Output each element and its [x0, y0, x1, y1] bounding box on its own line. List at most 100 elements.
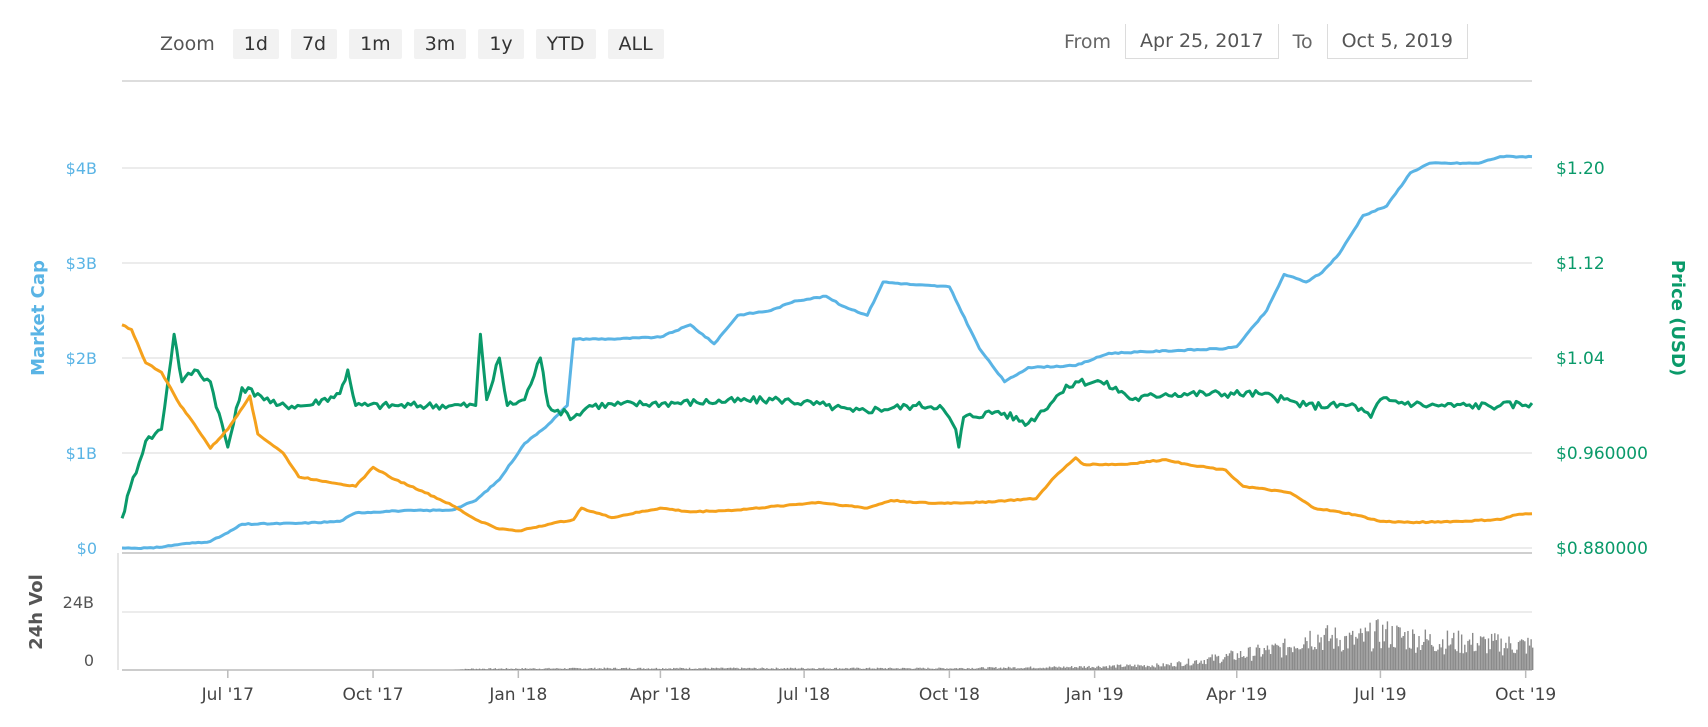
- volume-bar: [1142, 666, 1144, 670]
- volume-bar: [842, 668, 844, 670]
- volume-bar: [1462, 653, 1464, 670]
- volume-bar: [1468, 639, 1471, 670]
- volume-bar: [1252, 655, 1254, 670]
- volume-bar: [540, 669, 542, 670]
- volume-bar: [685, 668, 688, 670]
- volume-bar: [1470, 644, 1472, 670]
- left-tick-label: $4B: [66, 159, 97, 178]
- volume-bar: [459, 669, 462, 670]
- volume-bar: [797, 668, 800, 670]
- volume-bar: [493, 668, 495, 670]
- volume-bar: [837, 669, 839, 670]
- zoom-7d-button[interactable]: 7d: [290, 29, 338, 59]
- volume-bar: [1356, 638, 1359, 670]
- volume-bar: [1175, 666, 1177, 670]
- volume-bar: [1391, 626, 1393, 670]
- volume-bar: [1070, 666, 1073, 670]
- volume-bar: [1296, 647, 1299, 670]
- volume-bar: [658, 668, 661, 670]
- market_cap-series-line: [121, 154, 1533, 550]
- volume-bar: [510, 668, 512, 670]
- volume-bar: [886, 668, 888, 670]
- right-axis-title: Price (USD): [1667, 260, 1688, 376]
- volume-bar: [1367, 631, 1370, 670]
- volume-bar: [1426, 639, 1428, 670]
- volume-bar: [581, 669, 583, 670]
- volume-bar: [1110, 666, 1112, 670]
- volume-bar: [1396, 625, 1398, 670]
- volume-bar: [1271, 644, 1273, 670]
- volume-bar: [1017, 668, 1019, 670]
- volume-bar: [1268, 649, 1270, 670]
- volume-bar: [826, 668, 828, 670]
- volume-bar: [538, 668, 541, 670]
- volume-bar: [1208, 657, 1210, 670]
- volume-bar: [843, 668, 845, 670]
- volume-bar: [1429, 634, 1431, 670]
- volume-bar: [587, 668, 590, 670]
- volume-bar: [980, 667, 983, 670]
- volume-bar: [1050, 667, 1052, 670]
- zoom-1d-button[interactable]: 1d: [232, 29, 279, 59]
- volume-bar: [632, 669, 634, 670]
- volume-bar: [898, 668, 901, 670]
- volume-bar: [846, 668, 849, 670]
- volume-bar: [848, 668, 850, 670]
- volume-bar: [710, 667, 713, 670]
- volume-bar: [635, 669, 637, 670]
- volume-bar: [1031, 668, 1033, 670]
- volume-bar: [1149, 667, 1152, 670]
- volume-bar: [1397, 626, 1400, 670]
- volume-bars: [453, 619, 1534, 670]
- volume-bar: [1075, 667, 1078, 670]
- volume-bar: [1067, 667, 1070, 670]
- volume-bar: [794, 667, 797, 670]
- zoom-ytd-button[interactable]: YTD: [535, 29, 596, 59]
- volume-bar: [1479, 636, 1482, 670]
- zoom-all-button[interactable]: ALL: [607, 29, 664, 59]
- volume-bar: [496, 669, 498, 670]
- volume-bar: [512, 668, 514, 670]
- x-tick-label: Apr '19: [1206, 685, 1267, 705]
- volume-bar: [1348, 632, 1351, 670]
- volume-bar: [485, 669, 487, 670]
- volume-bar: [1209, 657, 1212, 670]
- zoom-1m-button[interactable]: 1m: [349, 29, 402, 59]
- volume-bar: [647, 668, 650, 670]
- to-date-input[interactable]: Oct 5, 2019: [1326, 24, 1468, 59]
- volume-bar: [1099, 667, 1101, 670]
- volume-bar: [1280, 657, 1283, 670]
- volume-bar: [467, 668, 470, 670]
- volume-bar: [1494, 633, 1496, 670]
- volume-bar: [676, 667, 678, 670]
- volume-bar: [1022, 668, 1024, 670]
- zoom-1y-button[interactable]: 1y: [478, 29, 524, 59]
- volume-bar: [944, 668, 947, 670]
- volume-bar: [1407, 630, 1409, 670]
- volume-bar: [549, 668, 552, 670]
- volume-bar: [793, 668, 795, 670]
- volume-bar: [1214, 654, 1217, 670]
- volume-bar: [557, 668, 560, 670]
- volume-bar: [854, 668, 857, 670]
- volume-bar: [1236, 653, 1239, 670]
- volume-bar: [1503, 648, 1505, 670]
- volume-bar: [851, 667, 853, 670]
- volume-bar: [1213, 660, 1215, 670]
- volume-bar: [594, 667, 596, 670]
- volume-bar: [592, 668, 594, 670]
- volume-bar: [617, 669, 620, 670]
- volume-bar: [715, 667, 718, 670]
- from-date-input[interactable]: Apr 25, 2017: [1125, 24, 1279, 59]
- volume-bar: [546, 668, 549, 670]
- volume-bar: [1195, 660, 1198, 670]
- volume-bar: [1192, 663, 1194, 670]
- volume-bar: [1107, 667, 1109, 670]
- volume-bar: [916, 667, 918, 670]
- volume-bar: [1172, 666, 1174, 670]
- volume-bar: [1418, 636, 1420, 670]
- left-axis-title: Market Cap: [28, 260, 49, 376]
- zoom-3m-button[interactable]: 3m: [413, 29, 467, 59]
- volume-bar: [619, 668, 621, 670]
- volume-bar: [982, 667, 984, 670]
